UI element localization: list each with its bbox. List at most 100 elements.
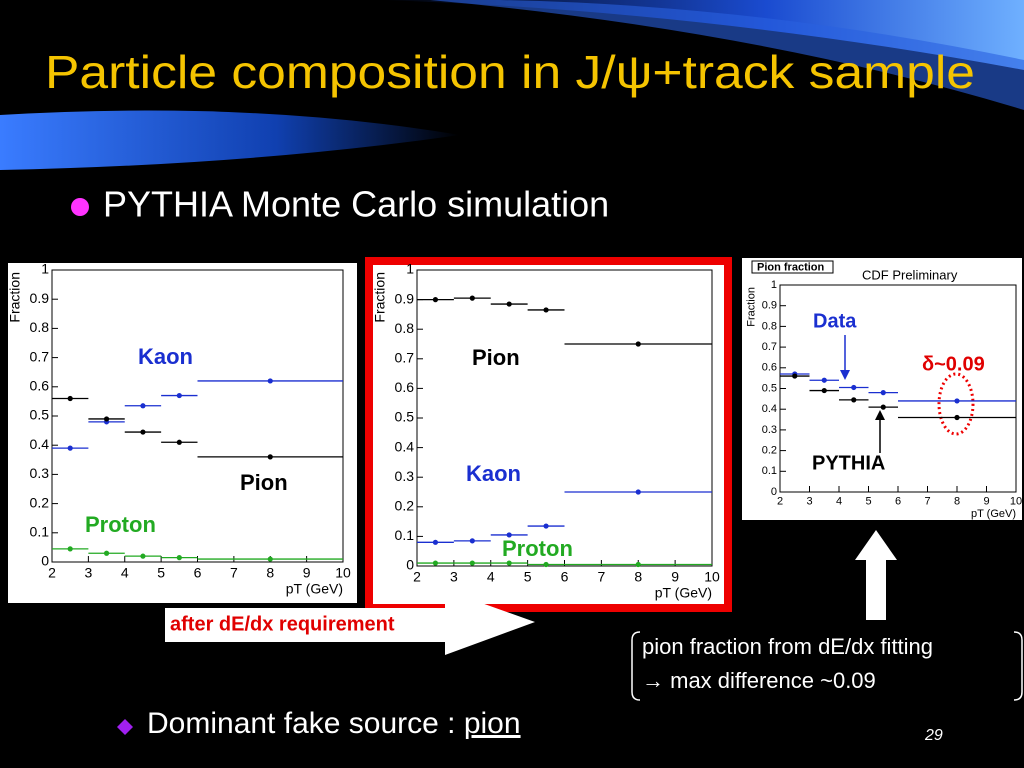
series-label: Kaon bbox=[138, 344, 193, 369]
chart-panel bbox=[8, 263, 357, 603]
y-axis-label: Fraction bbox=[371, 272, 387, 323]
y-tick-label: 0.1 bbox=[762, 465, 777, 477]
data-point bbox=[67, 546, 73, 552]
data-point bbox=[432, 560, 439, 566]
y-tick-label: 0.4 bbox=[762, 403, 777, 415]
data-point bbox=[67, 445, 73, 451]
data-point bbox=[851, 397, 857, 403]
x-axis-label: pT (GeV) bbox=[971, 508, 1016, 520]
data-point bbox=[267, 454, 273, 460]
pointer-arrow bbox=[875, 410, 885, 420]
y-tick-label: 0.1 bbox=[395, 527, 415, 543]
y-tick-label: 0.8 bbox=[762, 320, 777, 332]
data-point bbox=[821, 377, 827, 383]
y-tick-label: 0.6 bbox=[395, 379, 415, 395]
y-tick-label: 0.1 bbox=[30, 524, 50, 540]
x-tick-label: 4 bbox=[487, 569, 495, 585]
data-point bbox=[176, 439, 182, 445]
data-point bbox=[140, 429, 146, 435]
x-axis-label: pT (GeV) bbox=[286, 581, 343, 597]
y-tick-label: 0.9 bbox=[30, 290, 50, 306]
data-point bbox=[880, 404, 886, 410]
series-label: Data bbox=[813, 310, 857, 332]
data-point bbox=[432, 297, 439, 303]
data-point bbox=[267, 378, 273, 384]
data-point bbox=[635, 341, 641, 347]
data-point bbox=[176, 392, 182, 399]
data-point bbox=[103, 550, 110, 556]
y-tick-label: 1 bbox=[771, 279, 777, 291]
data-point bbox=[851, 384, 857, 391]
y-axis-label: Fraction bbox=[745, 287, 757, 327]
y-tick-label: 0.7 bbox=[395, 350, 415, 366]
y-tick-label: 0.7 bbox=[30, 348, 50, 364]
y-tick-label: 0.2 bbox=[30, 494, 50, 510]
x-tick-label: 5 bbox=[524, 569, 532, 585]
series-label: Pion bbox=[240, 470, 288, 495]
bullet-diamond bbox=[117, 719, 133, 735]
data-point bbox=[469, 560, 475, 566]
up-arrow bbox=[855, 530, 897, 620]
x-tick-label: 6 bbox=[194, 565, 202, 581]
x-tick-label: 10 bbox=[335, 565, 351, 581]
y-tick-label: 0.7 bbox=[762, 341, 777, 353]
y-tick-label: 0.2 bbox=[762, 445, 777, 457]
swoosh bbox=[430, 0, 1024, 110]
x-tick-label: 6 bbox=[895, 495, 901, 507]
bullet-dot bbox=[71, 198, 89, 216]
x-tick-label: 9 bbox=[303, 565, 311, 581]
pointer-arrow bbox=[840, 370, 850, 380]
series-label: PYTHIA bbox=[812, 452, 885, 474]
chart-annotation: δ~0.09 bbox=[922, 353, 985, 375]
swoosh bbox=[0, 110, 460, 170]
y-axis-label: Fraction bbox=[6, 272, 22, 323]
y-tick-label: 0.6 bbox=[30, 378, 50, 394]
data-point bbox=[954, 414, 960, 421]
x-tick-label: 5 bbox=[865, 495, 871, 507]
x-tick-label: 3 bbox=[84, 565, 92, 581]
series-label: Proton bbox=[85, 512, 156, 537]
highlight-ellipse bbox=[937, 372, 975, 436]
x-tick-label: 8 bbox=[266, 565, 274, 581]
y-tick-label: 0 bbox=[41, 553, 49, 569]
y-tick-label: 0.4 bbox=[30, 436, 50, 452]
y-tick-label: 0.4 bbox=[395, 438, 415, 454]
bottom-bullet-emphasis: pion bbox=[464, 707, 521, 740]
series-label: Kaon bbox=[466, 461, 521, 486]
data-point bbox=[506, 301, 512, 307]
x-tick-label: 7 bbox=[230, 565, 238, 581]
y-tick-label: 0 bbox=[771, 486, 777, 498]
data-point bbox=[506, 560, 512, 566]
y-tick-label: 1 bbox=[41, 261, 49, 277]
note-line: → max difference ~0.09 bbox=[642, 668, 876, 693]
series-label: Proton bbox=[502, 536, 573, 561]
page-number: 29 bbox=[924, 727, 943, 744]
data-point bbox=[469, 295, 475, 301]
x-tick-label: 10 bbox=[1010, 495, 1022, 507]
y-tick-label: 0.3 bbox=[762, 424, 777, 436]
x-tick-label: 2 bbox=[413, 569, 421, 585]
note-line: pion fraction from dE/dx fitting bbox=[642, 634, 933, 659]
y-tick-label: 0.8 bbox=[395, 320, 415, 336]
x-axis-label: pT (GeV) bbox=[655, 585, 712, 601]
data-point bbox=[635, 561, 641, 568]
x-tick-label: 9 bbox=[983, 495, 989, 507]
data-point bbox=[469, 538, 475, 544]
callout-text: after dE/dx requirement bbox=[170, 613, 395, 635]
data-point bbox=[506, 532, 512, 538]
data-point bbox=[543, 307, 549, 313]
slide-title: Particle composition in J/ψ+track sample bbox=[45, 46, 975, 98]
bracket bbox=[631, 631, 641, 701]
y-tick-label: 0.5 bbox=[395, 409, 415, 425]
x-tick-label: 6 bbox=[561, 569, 569, 585]
data-point bbox=[880, 390, 886, 396]
data-point bbox=[543, 561, 549, 568]
x-tick-label: 2 bbox=[777, 495, 783, 507]
series-label: Pion bbox=[472, 345, 520, 370]
y-tick-label: 0.3 bbox=[30, 465, 50, 481]
y-tick-label: 0.8 bbox=[30, 319, 50, 335]
bottom-bullet-text: Dominant fake source : bbox=[147, 707, 464, 740]
y-tick-label: 0.9 bbox=[395, 290, 415, 306]
